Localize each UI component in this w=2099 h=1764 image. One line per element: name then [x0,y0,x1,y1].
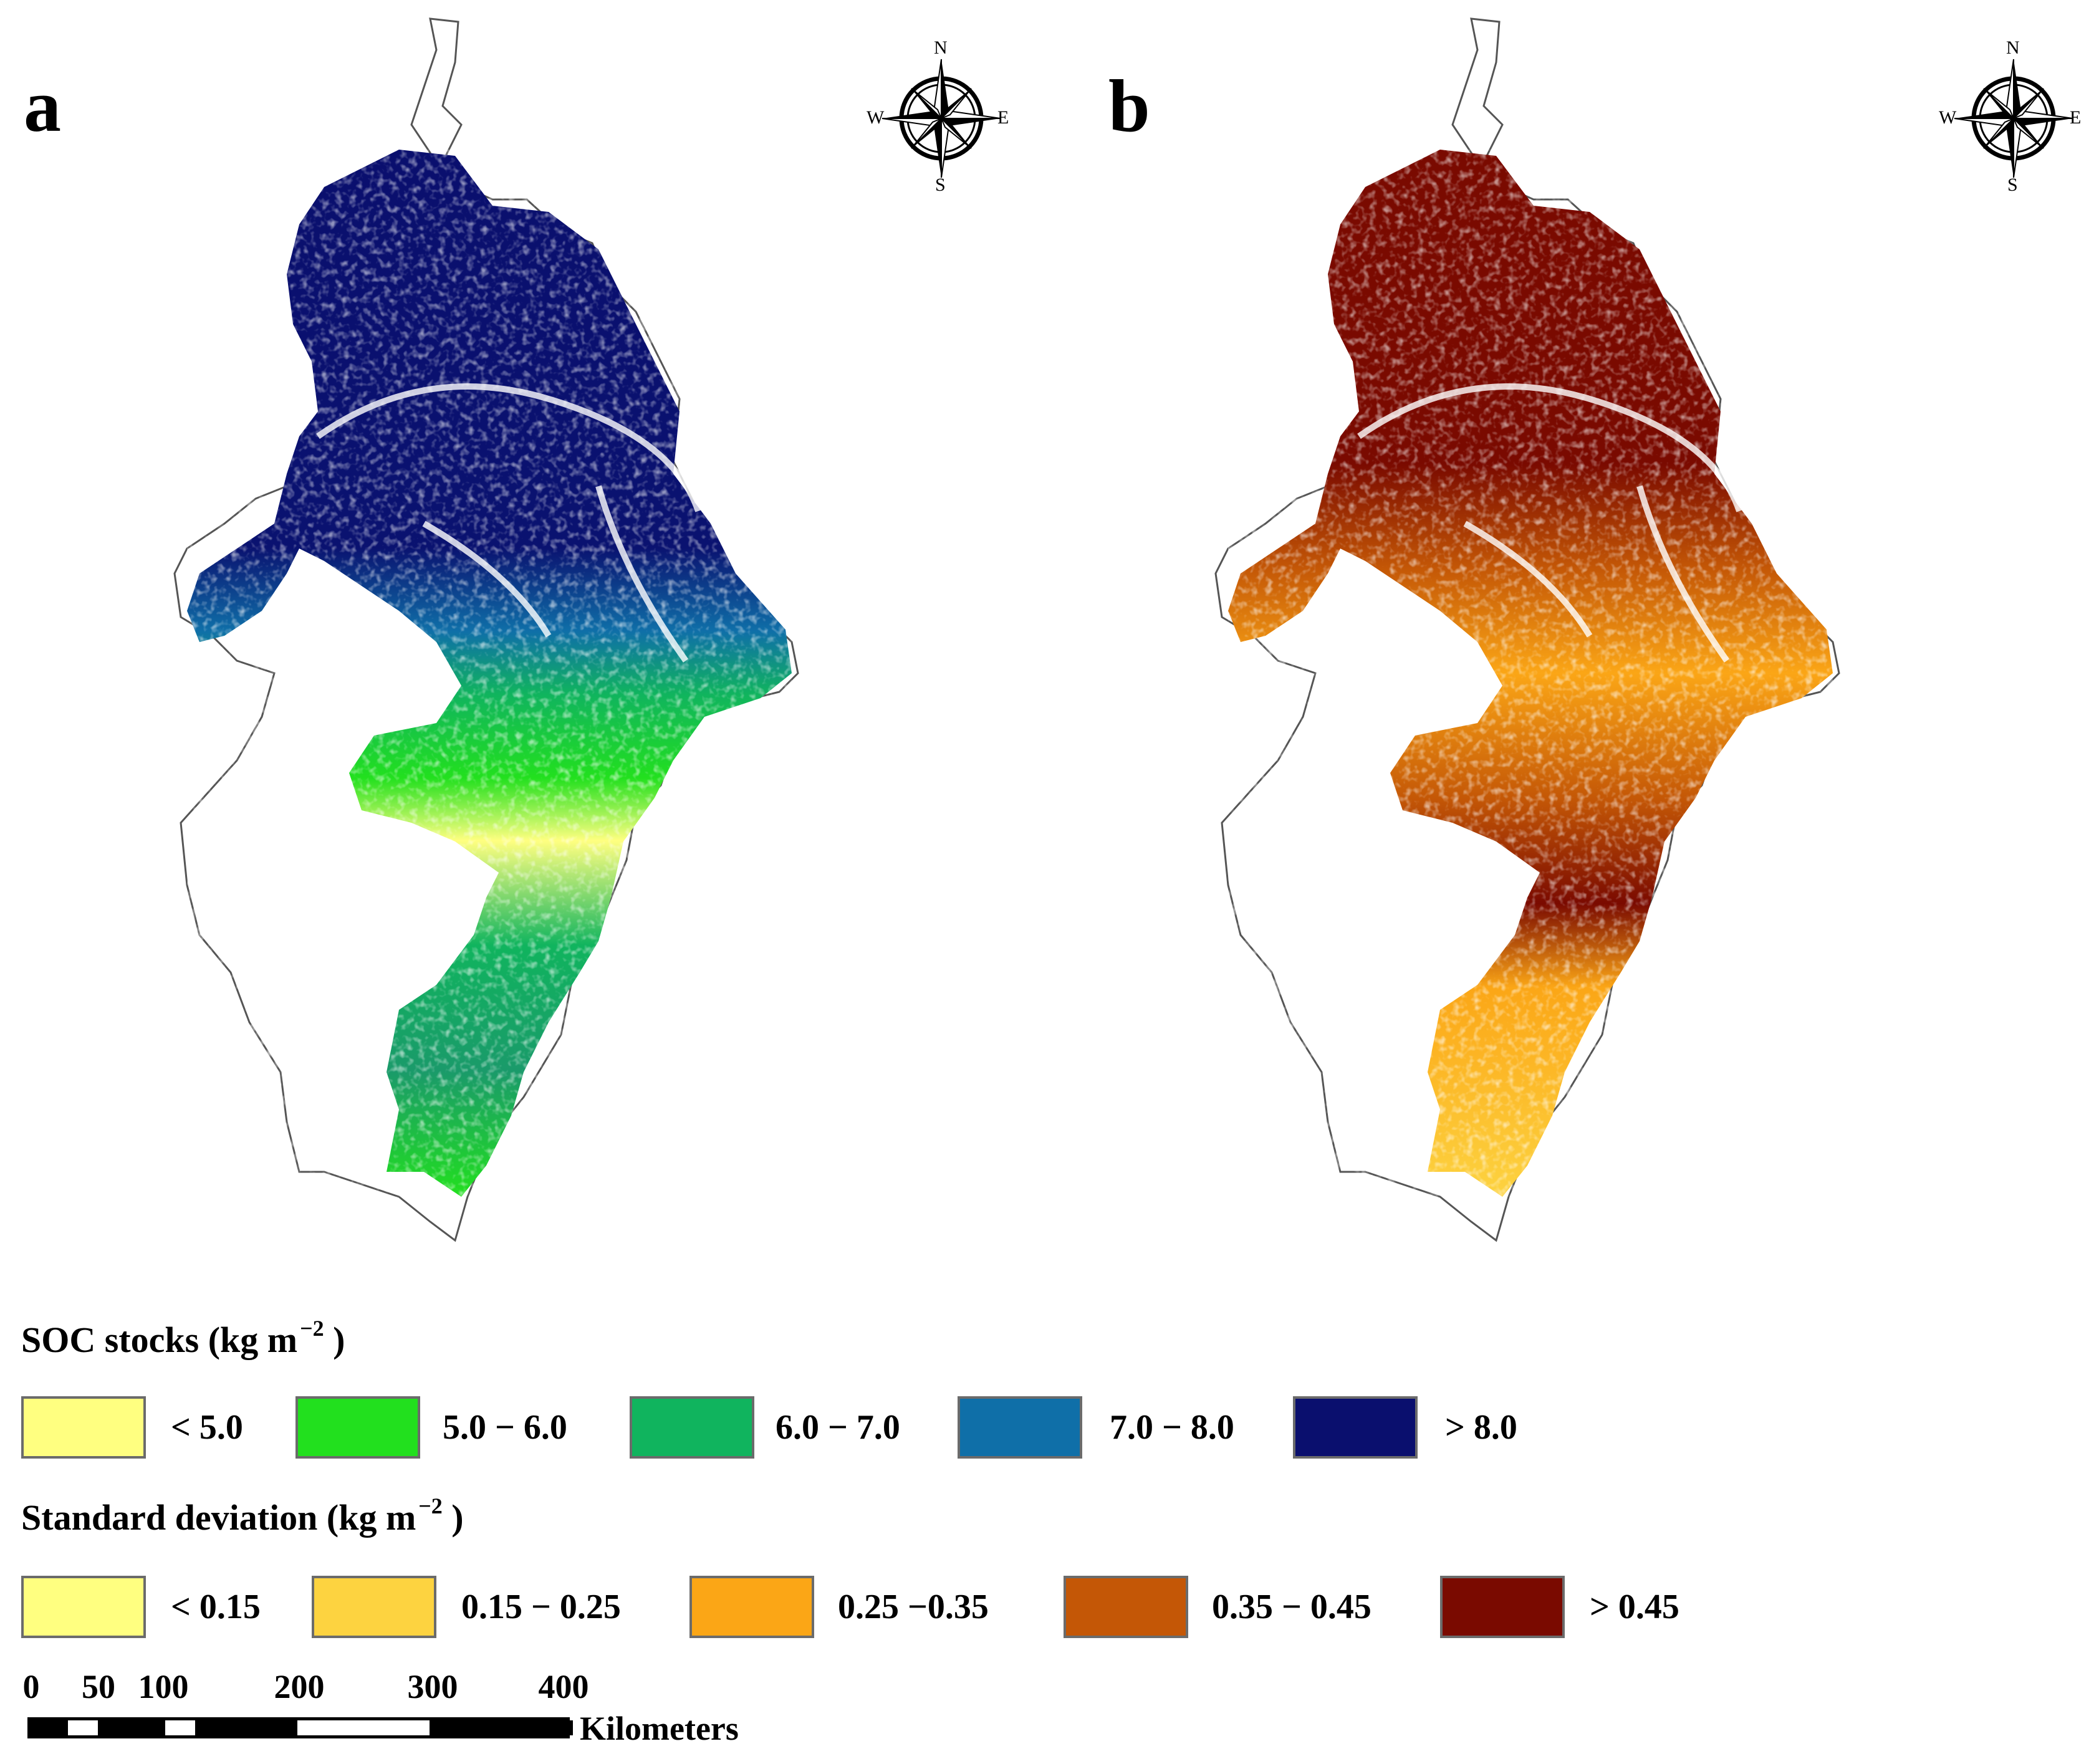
legend-label: 5.0 − 6.0 [443,1408,567,1447]
legend-swatch [630,1396,754,1459]
sd-map [1214,17,1840,1242]
legend-swatch [21,1396,146,1459]
legend-label: 0.25 −0.35 [838,1588,989,1626]
compass-rose-icon: N S E W [1939,37,2082,195]
scale-tick-label: 0 [22,1668,40,1705]
legend-swatch [312,1576,436,1638]
scale-unit-label: Kilometers [580,1710,739,1747]
scale-segment [165,1720,195,1735]
scale-tick-label: 300 [407,1668,458,1705]
compass-north-label: N [934,37,948,58]
scale-tick-label: 400 [538,1668,589,1705]
scale-tick-label: 50 [82,1668,115,1705]
compass-south-label: S [935,175,946,195]
panel-label-b: b [1108,64,1150,147]
compass-west-label: W [867,107,885,128]
legend-swatch [1293,1396,1418,1459]
legend-label: 6.0 − 7.0 [776,1408,900,1447]
scale-segment [430,1720,573,1735]
compass-north-label: N [2006,37,2020,58]
legend-soc-title: SOC stocks (kg m −2 ) [21,1316,345,1360]
legend-label: > 8.0 [1445,1408,1517,1447]
panel-label-a: a [24,64,61,147]
legend-label: > 0.45 [1590,1588,1679,1626]
scale-segment [68,1720,98,1735]
legend-label: 0.35 − 0.45 [1212,1588,1371,1626]
legend-label: 0.15 − 0.25 [461,1588,621,1626]
legend-swatch [958,1396,1082,1459]
soc-stocks-map [173,17,799,1242]
scale-segment [195,1720,297,1735]
legend-label: < 5.0 [171,1408,243,1447]
compass-east-label: E [997,107,1009,128]
legend-sd-title: Standard deviation (kg m −2 ) [21,1493,464,1538]
scale-segment [31,1720,68,1735]
legend-swatch [1440,1576,1565,1638]
compass-south-label: S [2007,175,2018,195]
compass-rose-icon: N S E W [867,37,1010,195]
compass-east-label: E [2070,107,2082,128]
scale-segment [98,1720,165,1735]
scale-bar [27,1717,573,1738]
legend-swatch [689,1576,814,1638]
legend-label: 7.0 − 8.0 [1110,1408,1234,1447]
legend-label: < 0.15 [171,1588,261,1626]
legend-swatch [21,1576,146,1638]
scale-tick-label: 200 [274,1668,325,1705]
scale-segment [297,1720,430,1735]
legend-swatch [1064,1576,1188,1638]
scale-tick-label: 100 [138,1668,189,1705]
legend-swatch [295,1396,420,1459]
compass-west-label: W [1939,107,1957,128]
